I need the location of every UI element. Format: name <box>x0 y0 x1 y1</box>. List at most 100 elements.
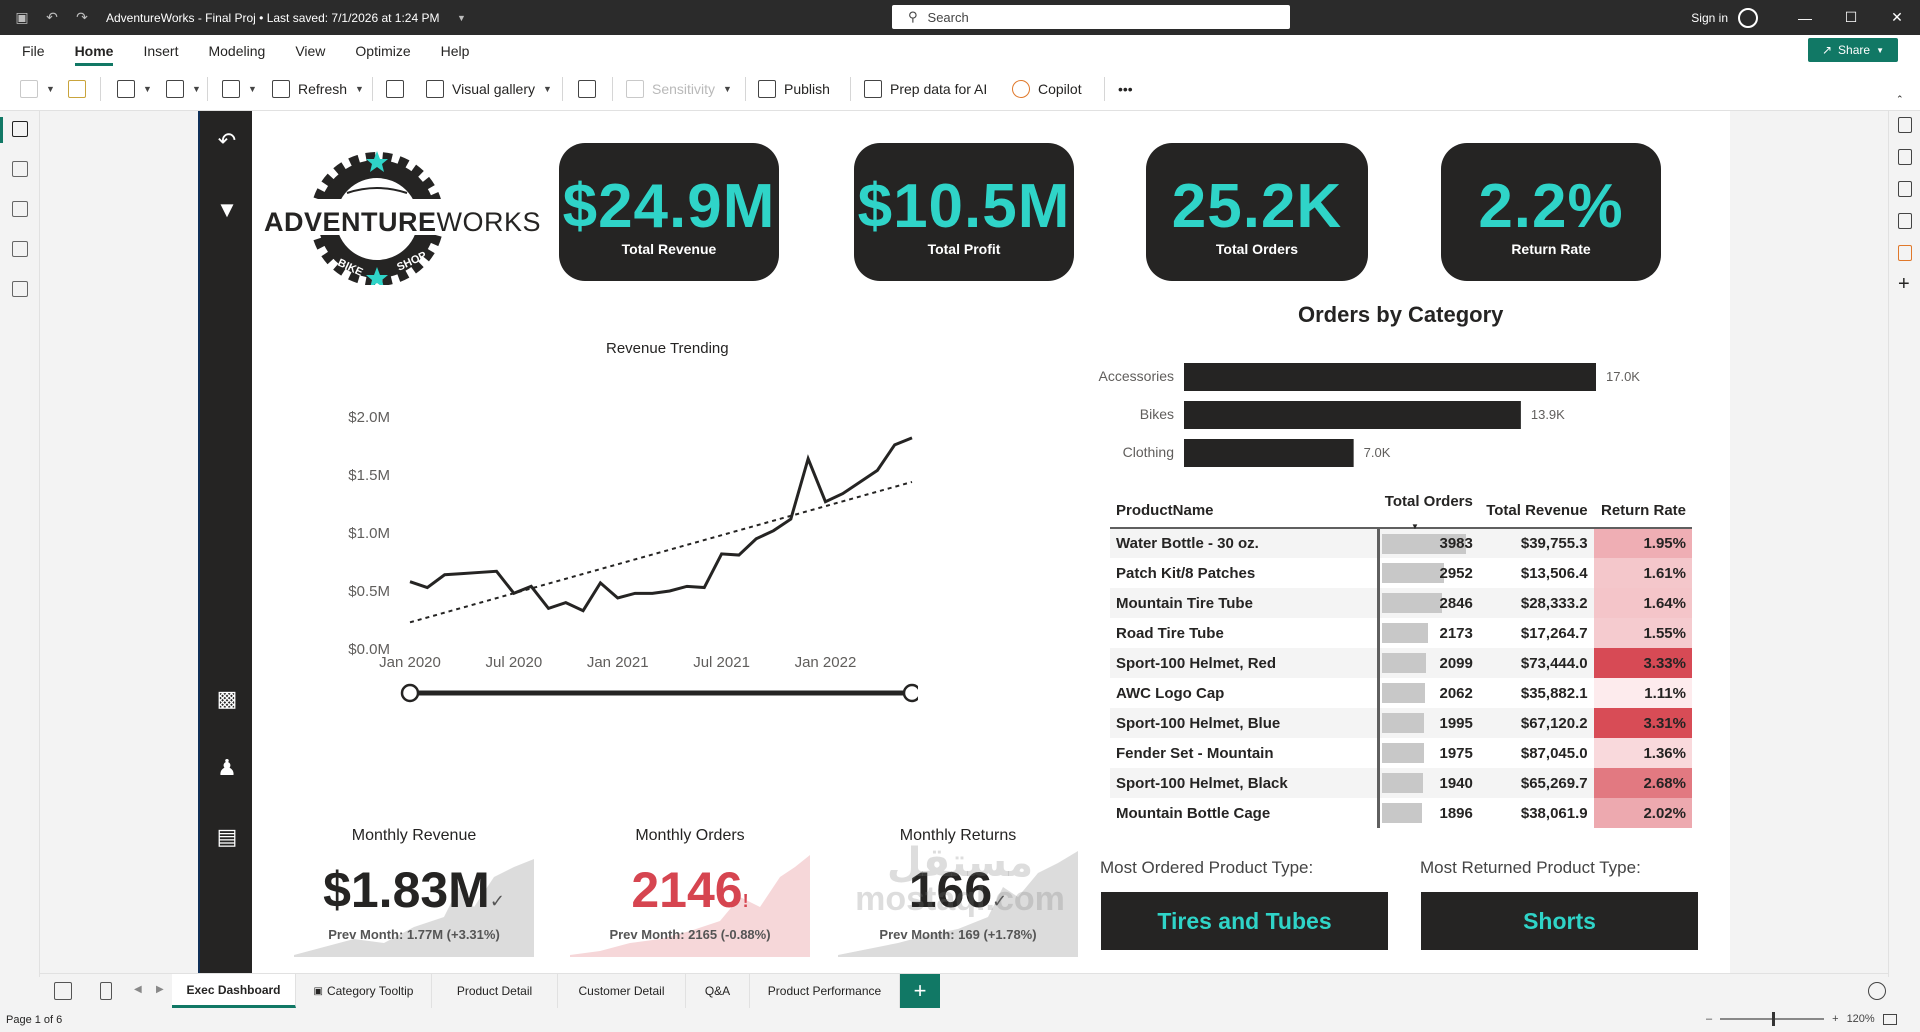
zoom-in-icon[interactable]: + <box>1832 1013 1839 1025</box>
tab-exec-dashboard[interactable]: Exec Dashboard <box>172 974 296 1008</box>
mobile-layout-icon[interactable] <box>100 982 112 1000</box>
chart-icon[interactable]: ▤ <box>216 824 238 849</box>
col-header-return-rate[interactable]: Return Rate <box>1600 501 1686 519</box>
dax-query-icon[interactable] <box>12 241 28 257</box>
format-pane-icon[interactable] <box>1898 181 1912 197</box>
table-row[interactable]: Mountain Tire Tube 2846 $28,333.2 1.64% <box>1110 588 1692 618</box>
product-table[interactable]: ProductName Total Orders▼ Total Revenue … <box>1110 493 1692 828</box>
undo-icon[interactable]: ↶ <box>46 9 58 25</box>
fit-page-icon[interactable] <box>1882 1013 1897 1025</box>
scroll-left-icon[interactable]: ◀ <box>134 984 142 995</box>
zoom-out-icon[interactable]: – <box>1706 1013 1713 1025</box>
table-row[interactable]: Sport-100 Helmet, Red 2099 $73,444.0 3.33% <box>1110 648 1692 678</box>
tmdl-view-icon[interactable] <box>12 281 28 297</box>
filter-icon[interactable]: ▼ <box>216 197 238 222</box>
most-returned-card[interactable]: Shorts <box>1421 892 1698 950</box>
chevron-down-icon[interactable]: ▼ <box>457 12 466 23</box>
menu-view[interactable]: View <box>295 43 326 59</box>
avatar-icon[interactable] <box>1738 7 1758 28</box>
refresh-button[interactable]: Refresh ▼ <box>272 77 364 101</box>
menu-optimize[interactable]: Optimize <box>355 43 411 59</box>
prep-data-ai-button[interactable]: Prep data for AI <box>864 77 987 101</box>
most-ordered-card[interactable]: Tires and Tubes <box>1101 892 1388 950</box>
publish-button[interactable]: Publish <box>758 77 830 101</box>
kpi-total-profit[interactable]: $10.5M Total Profit <box>854 143 1074 281</box>
new-measure-button[interactable] <box>578 77 596 101</box>
table-row[interactable]: Road Tire Tube 2173 $17,264.7 1.55% <box>1110 618 1692 648</box>
table-row[interactable]: Fender Set - Mountain 1975 $87,045.0 1.36% <box>1110 738 1692 768</box>
table-row[interactable]: Water Bottle - 30 oz. 3983 $39,755.3 1.95% <box>1110 528 1692 558</box>
menu-insert[interactable]: Insert <box>143 43 179 59</box>
col-header-total-orders[interactable]: Total Orders ▼ <box>1378 493 1478 531</box>
collapse-ribbon-icon[interactable]: ⌃ <box>1896 93 1904 104</box>
minimize-icon[interactable]: — <box>1798 9 1812 26</box>
kpi-return-rate[interactable]: 2.2% Return Rate <box>1441 143 1661 281</box>
format-painter-button[interactable] <box>68 77 86 101</box>
sign-in-link[interactable]: Sign in <box>1691 10 1728 25</box>
more-options-button[interactable]: ••• <box>1118 81 1133 97</box>
maximize-icon[interactable]: ☐ <box>1844 9 1858 25</box>
transform-button[interactable]: ▼ <box>222 77 257 101</box>
menu-home[interactable]: Home <box>74 43 114 66</box>
range-start-handle[interactable] <box>400 683 420 703</box>
range-end-handle[interactable] <box>902 683 918 703</box>
customers-icon[interactable]: ♟ <box>217 755 237 780</box>
data-pane-icon[interactable] <box>1898 117 1912 133</box>
table-row[interactable]: Mountain Bottle Cage 1896 $38,061.9 2.02% <box>1110 798 1692 828</box>
mini-kpi-monthly-orders[interactable]: Monthly Orders 2146! Prev Month: 2165 (-… <box>570 827 810 967</box>
copilot-button[interactable]: Copilot <box>1012 77 1082 101</box>
bookmark-icon[interactable] <box>1898 213 1912 229</box>
menu-modeling[interactable]: Modeling <box>208 43 266 59</box>
table-row[interactable]: Patch Kit/8 Patches 2952 $13,506.4 1.61% <box>1110 558 1692 588</box>
settings-gear-icon[interactable] <box>1868 982 1886 1000</box>
tab-product-performance[interactable]: Product Performance <box>750 974 900 1008</box>
category-bar[interactable] <box>1184 401 1521 429</box>
get-data-button[interactable]: ▼ <box>117 77 152 101</box>
zoom-slider-knob[interactable] <box>1772 1012 1776 1026</box>
back-arrow-icon[interactable]: ↶ <box>217 128 237 153</box>
visualizations-pane-icon[interactable] <box>1898 149 1912 165</box>
product-box-icon[interactable]: ▩ <box>216 686 238 711</box>
selection-pane-icon[interactable] <box>1898 245 1912 261</box>
recent-sources-button[interactable]: ▼ <box>166 77 201 101</box>
share-button[interactable]: ↗ Share ▼ <box>1808 38 1898 62</box>
add-pane-icon[interactable]: + <box>1898 273 1910 295</box>
tab-qa[interactable]: Q&A <box>686 974 750 1008</box>
report-view-icon[interactable] <box>12 121 28 137</box>
kpi-total-revenue[interactable]: $24.9M Total Revenue <box>559 143 779 281</box>
zoom-slider[interactable] <box>1720 1012 1825 1026</box>
kpi-total-orders[interactable]: 25.2K Total Orders <box>1146 143 1368 281</box>
mini-kpi-monthly-returns[interactable]: Monthly Returns 166✓ Prev Month: 169 (+1… <box>838 827 1078 967</box>
cell-productname: Sport-100 Helmet, Red <box>1110 648 1379 678</box>
mini-kpi-monthly-revenue[interactable]: Monthly Revenue $1.83M✓ Prev Month: 1.77… <box>294 827 534 967</box>
close-icon[interactable]: ✕ <box>1891 9 1903 25</box>
tab-customer-detail[interactable]: Customer Detail <box>558 974 686 1008</box>
new-visual-button[interactable] <box>386 77 404 101</box>
orders-by-category-chart[interactable]: Accessories 17.0K Bikes 13.9K Clothing 7.0K <box>1098 351 1698 481</box>
revenue-trending-chart[interactable]: $0.0M $0.5M $1.0M $1.5M $2.0M Jan 2020 Jul 202… <box>298 359 918 829</box>
save-icon[interactable]: ▣ <box>15 9 29 25</box>
cell-total-orders-value: 2099 <box>1439 654 1473 672</box>
desktop-layout-icon[interactable] <box>54 982 72 1000</box>
category-bar[interactable] <box>1184 363 1596 391</box>
category-bar[interactable] <box>1184 439 1354 467</box>
visual-gallery-button[interactable]: Visual gallery ▼ <box>426 77 552 101</box>
col-header-total-revenue[interactable]: Total Revenue <box>1486 501 1588 519</box>
menu-help[interactable]: Help <box>440 43 470 59</box>
sensitivity-button[interactable]: Sensitivity ▼ <box>626 77 732 101</box>
table-row[interactable]: Sport-100 Helmet, Blue 1995 $67,120.2 3.31% <box>1110 708 1692 738</box>
tab-category-tooltip[interactable]: ▣ Category Tooltip <box>296 974 432 1008</box>
paste-button[interactable]: ▼ <box>20 77 55 101</box>
redo-icon[interactable]: ↷ <box>76 9 88 25</box>
menu-file[interactable]: File <box>22 43 45 59</box>
scroll-right-icon[interactable]: ▶ <box>156 984 164 995</box>
table-row[interactable]: AWC Logo Cap 2062 $35,882.1 1.11% <box>1110 678 1692 708</box>
tab-product-detail[interactable]: Product Detail <box>432 974 558 1008</box>
model-view-icon[interactable] <box>12 201 28 217</box>
search-input[interactable]: ⚲ Search <box>892 5 1290 29</box>
table-row[interactable]: Sport-100 Helmet, Black 1940 $65,269.7 2.68… <box>1110 768 1692 798</box>
col-header-productname[interactable]: ProductName <box>1116 501 1214 519</box>
add-page-button[interactable]: + <box>900 974 940 1008</box>
table-view-icon[interactable] <box>12 161 28 177</box>
window-title[interactable]: AdventureWorks - Final Proj • Last saved… <box>106 10 440 25</box>
